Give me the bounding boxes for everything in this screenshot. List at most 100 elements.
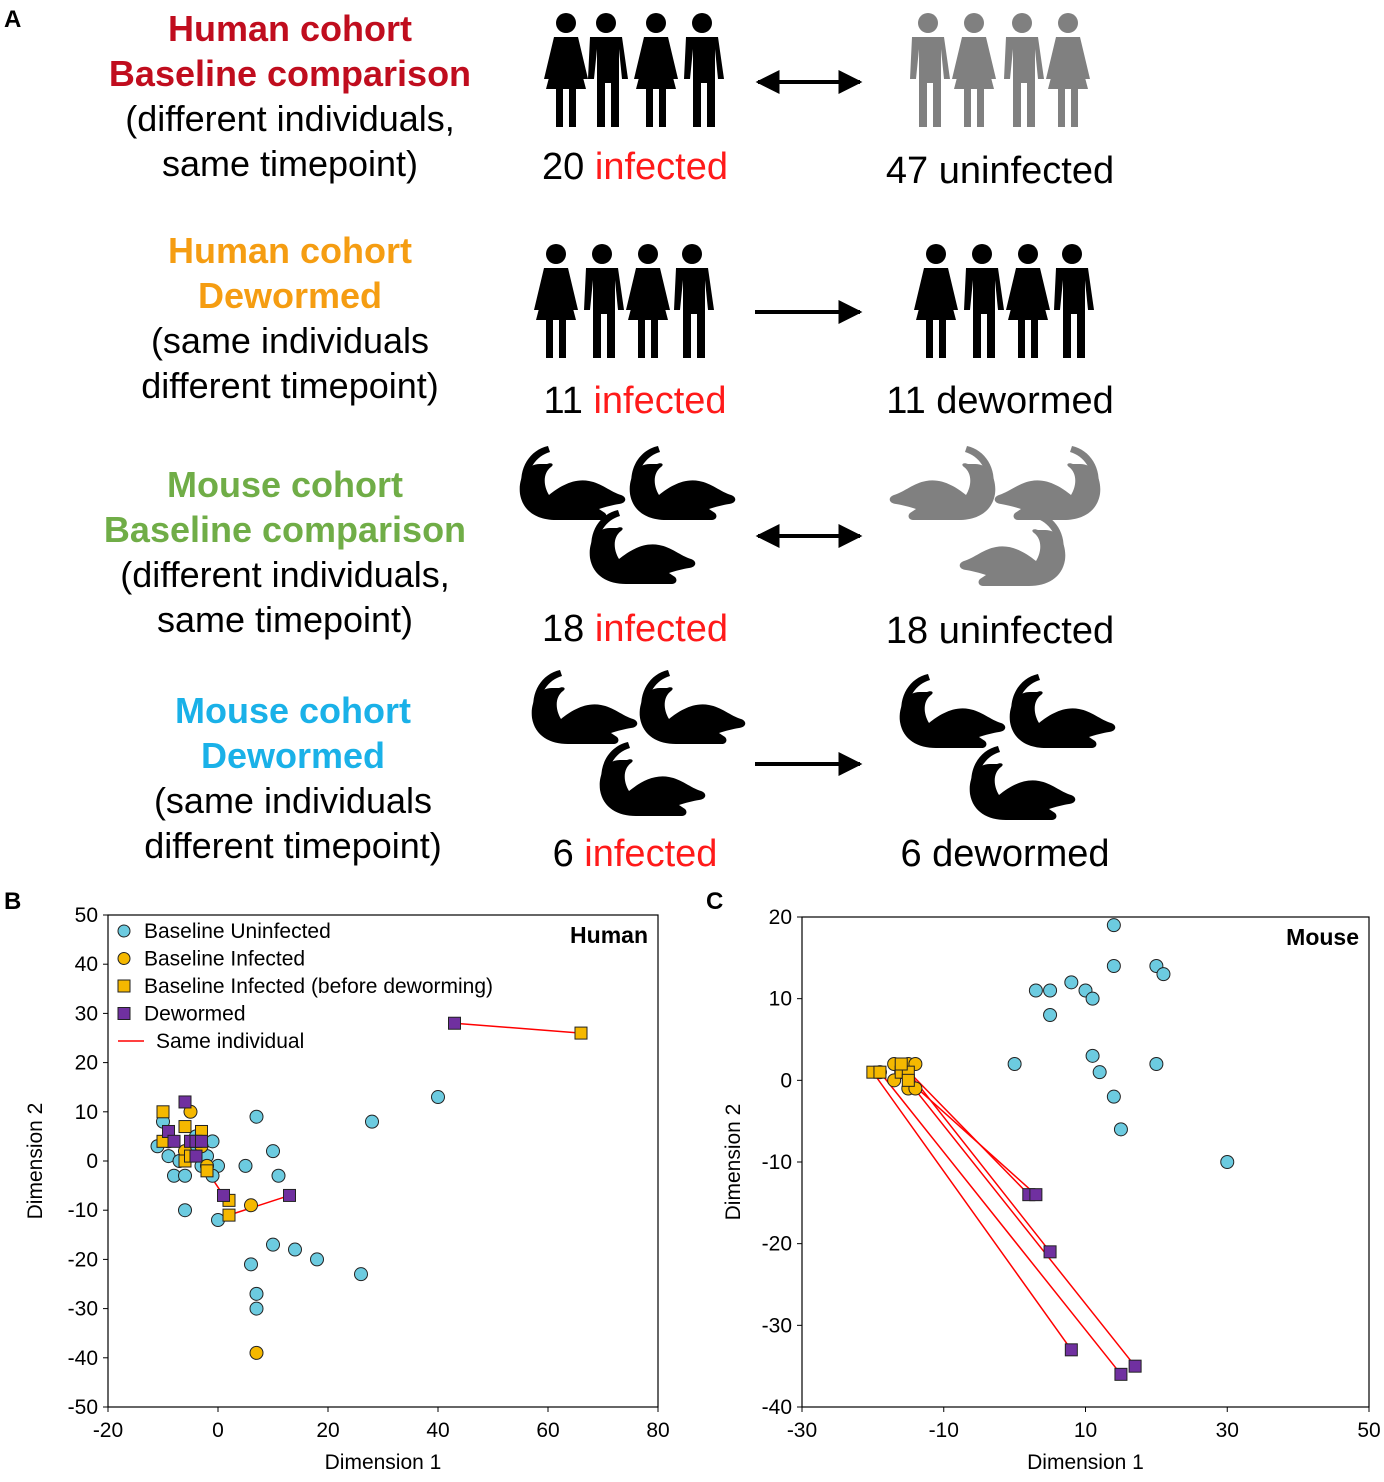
cohort-description: (different individuals,: [120, 554, 450, 595]
right-count: 47 uninfected: [885, 150, 1115, 192]
panel-letter-a: A: [4, 6, 22, 33]
cohort-subtitle: Dewormed: [200, 735, 386, 776]
cohort-description: same timepoint): [161, 143, 419, 184]
legend-label: Baseline Infected (before deworming): [144, 975, 493, 998]
y-tick-label: -20: [762, 1233, 792, 1256]
data-point: [288, 1242, 302, 1257]
data-point: [1106, 959, 1121, 973]
data-point: [200, 1164, 214, 1178]
same-individual-line: [879, 1071, 1122, 1375]
infected-word: infected: [593, 380, 727, 422]
cohort-description: (same individuals: [153, 780, 433, 821]
data-point: [901, 1073, 915, 1087]
data-point: [1128, 1359, 1142, 1373]
data-point: [222, 1208, 236, 1222]
data-point: [266, 1144, 280, 1159]
data-point: [283, 1188, 296, 1202]
y-tick-label: -10: [762, 1151, 792, 1174]
data-point: [167, 1134, 181, 1148]
people-icon: [914, 244, 1094, 358]
cohort-mouse-baseline: Mouse cohort Baseline comparison (differ…: [75, 462, 495, 642]
cohort-description: (different individuals,: [125, 98, 455, 139]
same-individual-line: [907, 1079, 1037, 1196]
data-point: [1085, 991, 1100, 1006]
count-number: 11: [543, 380, 583, 422]
data-point: [1043, 983, 1058, 998]
panel-letter-b: B: [4, 888, 22, 915]
data-point: [1149, 1057, 1164, 1071]
mouse-icon: [899, 674, 1116, 820]
x-tick-label: -10: [929, 1419, 959, 1442]
infected-word: infected: [594, 608, 728, 650]
x-tick-label: 30: [1216, 1419, 1239, 1442]
panel-letter-c: C: [706, 888, 724, 915]
data-point: [1092, 1065, 1107, 1080]
data-point: [1028, 983, 1043, 998]
people-icon: [534, 244, 714, 358]
left-count: 6 infected: [485, 833, 785, 876]
legend-marker: [117, 1007, 131, 1020]
data-point: [431, 1090, 445, 1105]
data-point: [178, 1120, 192, 1134]
data-point: [238, 1158, 253, 1173]
legend-label: Baseline Infected: [144, 948, 305, 971]
cohort-description: different timepoint): [144, 825, 442, 866]
x-axis-label: Dimension 1: [325, 1451, 442, 1474]
y-tick-label: 30: [75, 1002, 98, 1025]
data-point: [574, 1026, 588, 1040]
y-axis-label: Dimension 2: [722, 1104, 745, 1221]
x-tick-label: 60: [536, 1419, 559, 1442]
x-axis-label: Dimension 1: [1027, 1451, 1144, 1474]
same-individual-line: [900, 1071, 1136, 1367]
cohort-human-dewormed: Human cohort Dewormed (same individuals …: [80, 228, 500, 408]
data-point: [244, 1257, 258, 1272]
data-point: [1113, 1122, 1128, 1137]
cohort-title: Mouse cohort: [166, 464, 403, 505]
right-count: 11 dewormed: [886, 380, 1114, 422]
right-count: 18 uninfected: [885, 610, 1115, 652]
data-point: [266, 1237, 280, 1252]
data-point: [1043, 1245, 1057, 1259]
y-tick-label: 20: [769, 906, 792, 929]
x-tick-label: -30: [787, 1419, 817, 1442]
y-tick-label: -20: [68, 1248, 98, 1271]
y-tick-label: -10: [68, 1199, 98, 1222]
panel-a-icons: [519, 13, 1116, 820]
y-tick-label: -30: [762, 1314, 792, 1337]
y-tick-label: -30: [68, 1298, 98, 1321]
data-point: [1064, 975, 1079, 990]
cohort-subtitle: Baseline comparison: [108, 53, 472, 94]
y-tick-label: 40: [75, 953, 98, 976]
y-tick-label: -40: [68, 1347, 98, 1370]
y-tick-label: 10: [769, 988, 792, 1011]
y-tick-label: 0: [86, 1150, 98, 1173]
cohort-description: different timepoint): [141, 365, 439, 406]
data-point: [249, 1109, 264, 1124]
infected-word: infected: [584, 833, 718, 875]
count-number: 6: [552, 833, 574, 875]
legend-marker: [117, 952, 131, 965]
left-count: 11 infected: [485, 380, 785, 423]
data-point: [249, 1301, 264, 1316]
y-tick-label: 0: [780, 1069, 792, 1092]
data-point: [1085, 1048, 1100, 1063]
cohort-human-baseline: Human cohort Baseline comparison (differ…: [80, 6, 500, 186]
data-point: [195, 1134, 208, 1148]
x-tick-label: 40: [426, 1419, 449, 1442]
data-point: [873, 1065, 887, 1079]
data-point: [249, 1345, 264, 1360]
data-point: [1043, 1008, 1058, 1022]
x-tick-label: 50: [1357, 1419, 1380, 1442]
data-point: [365, 1114, 379, 1129]
x-tick-label: 0: [212, 1419, 224, 1442]
people-icon: [910, 13, 1090, 127]
x-tick-label: 10: [1074, 1419, 1097, 1442]
legend-marker: [117, 979, 131, 993]
legend-label: Same individual: [156, 1030, 304, 1053]
y-axis-label: Dimension 2: [24, 1103, 47, 1220]
data-point: [448, 1016, 461, 1030]
cohort-mouse-dewormed: Mouse cohort Dewormed (same individuals …: [83, 688, 503, 868]
data-point: [310, 1252, 324, 1267]
cohort-subtitle: Baseline comparison: [103, 509, 467, 550]
human-scatter-chart: -20 0 20 40 60 80 -50 -40 -30 -20 -10 0 10 20 30 40 50 Di…: [24, 904, 670, 1474]
